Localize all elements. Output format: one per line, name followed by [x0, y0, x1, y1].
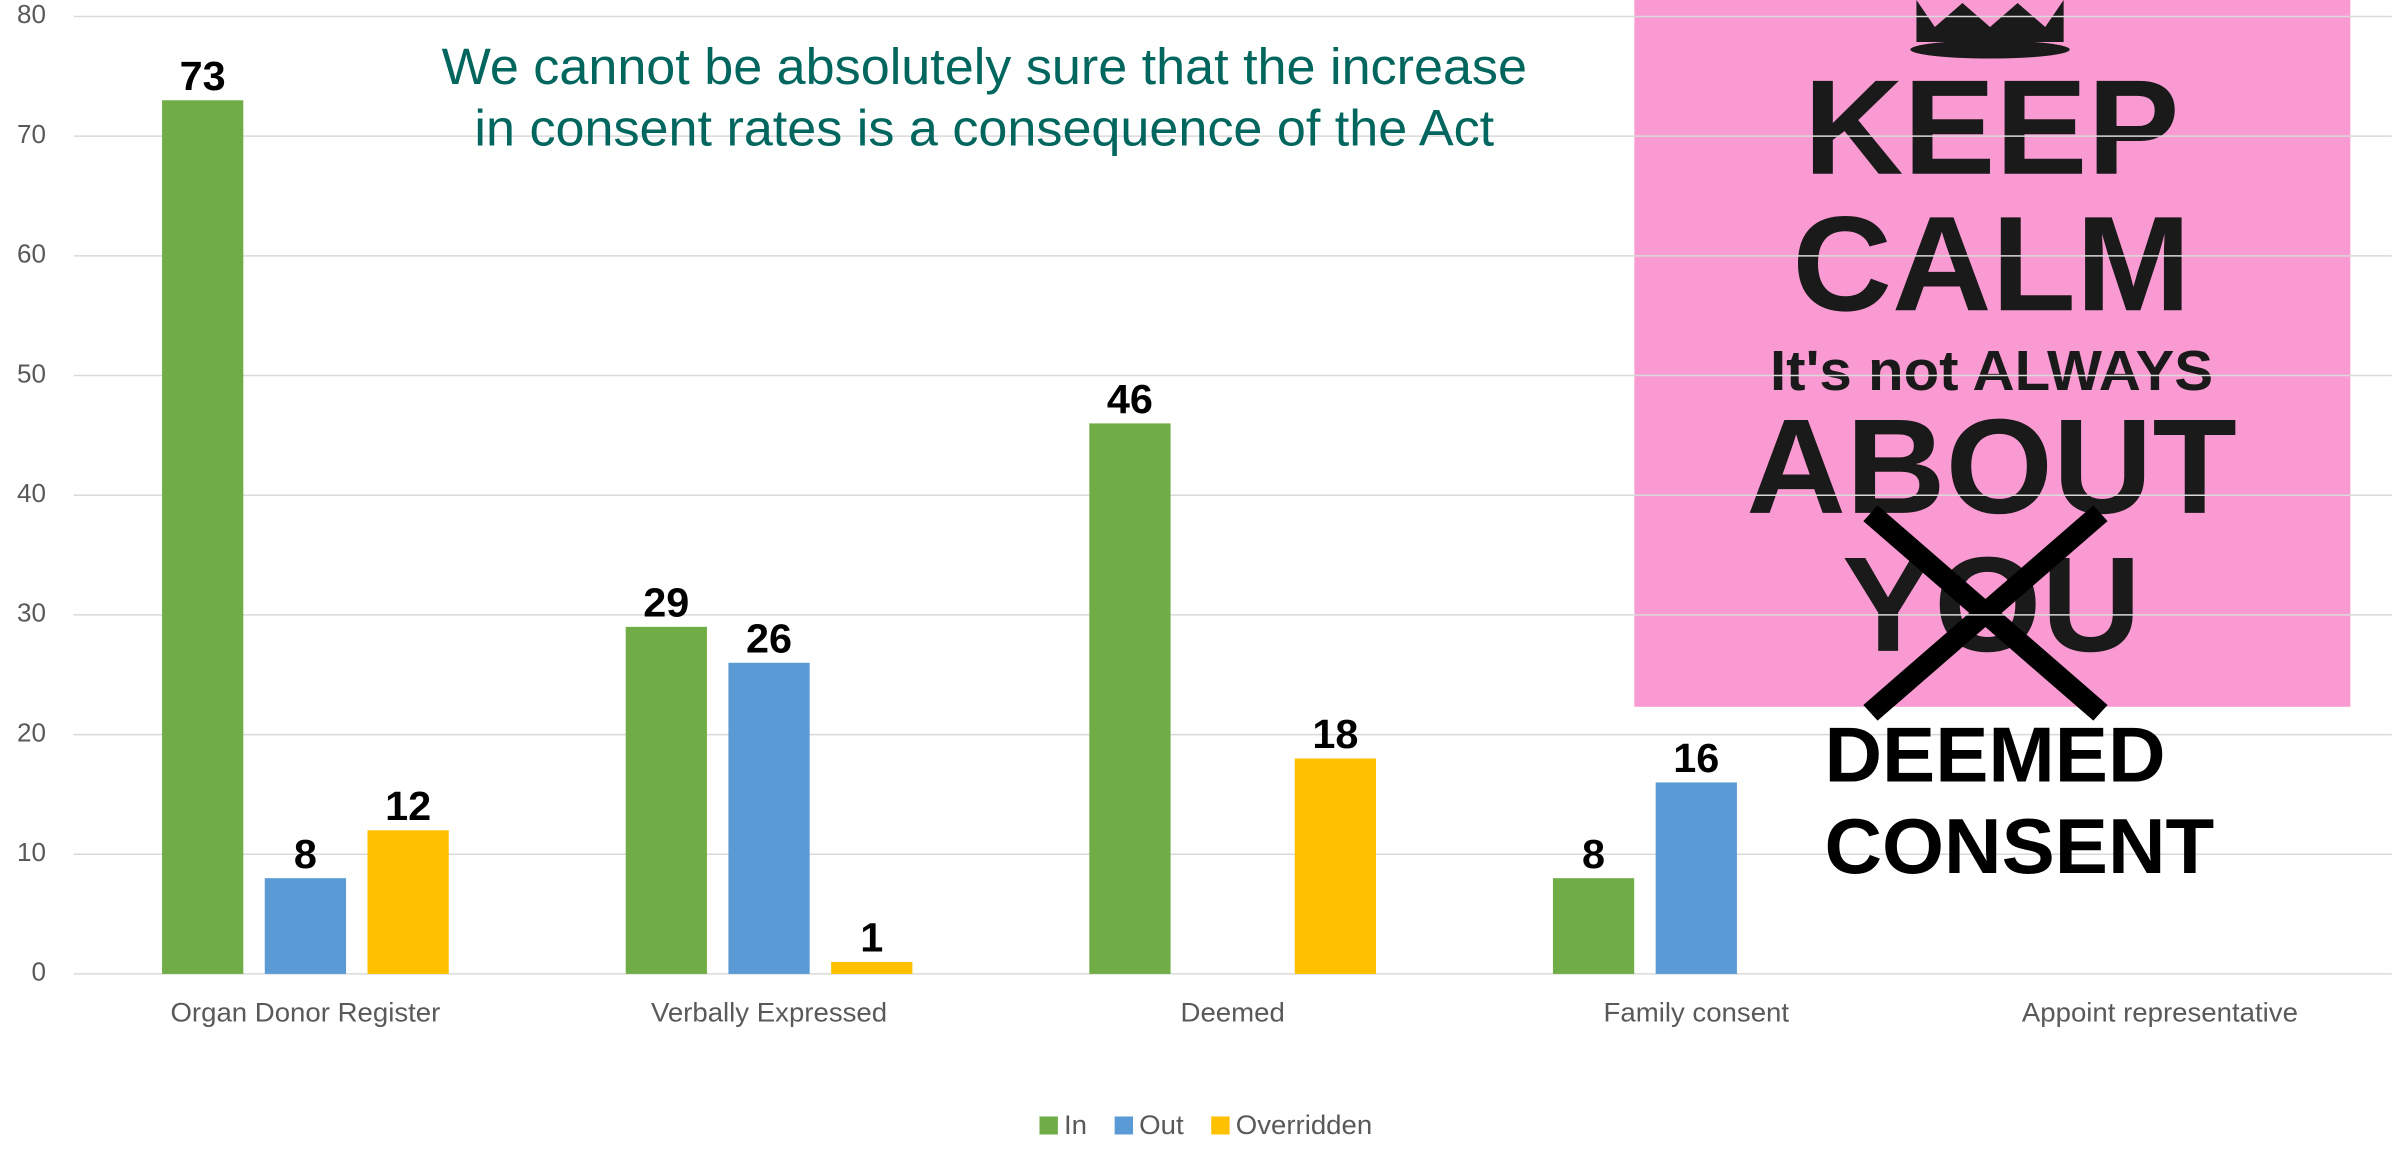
data-label: 29	[643, 580, 689, 626]
y-tick-label: 50	[17, 361, 46, 389]
cross	[1863, 505, 2108, 721]
legend-swatch	[1114, 1116, 1134, 1135]
bar	[1294, 758, 1377, 974]
annotation: in consent rates is a consequence of the…	[474, 99, 1494, 156]
poster-line: CALM	[1792, 188, 2191, 339]
y-tick-label: 80	[17, 1, 46, 29]
bar	[1089, 423, 1171, 974]
data-label: 12	[385, 783, 431, 829]
y-tick-label: 40	[17, 480, 46, 508]
legend-label: In	[1064, 1109, 1087, 1140]
crown	[1910, 0, 2070, 59]
poster-background	[1634, 0, 2351, 707]
y-tick-label: 70	[17, 121, 46, 149]
bar	[728, 662, 810, 974]
data-label: 46	[1107, 376, 1153, 422]
caption-line: CONSENT	[1824, 803, 2214, 890]
x-tick-label: Deemed	[1181, 997, 1285, 1028]
bar	[264, 878, 347, 974]
poster-line: ABOUT	[1746, 390, 2237, 541]
legend-label: Overridden	[1236, 1109, 1372, 1140]
caption-line: DEEMED	[1824, 711, 2165, 798]
bar	[1552, 878, 1635, 974]
x-tick-label: Family consent	[1604, 997, 1790, 1028]
poster-line: It's not ALWAYS	[1770, 340, 2213, 403]
data-label: 8	[294, 831, 317, 877]
bar	[162, 100, 244, 974]
y-tick-label: 10	[17, 839, 46, 867]
data-label: 26	[746, 616, 792, 662]
data-label: 16	[1673, 736, 1719, 782]
x-tick-label: Appoint representative	[2022, 997, 2298, 1028]
bar	[831, 961, 913, 974]
legend-swatch	[1039, 1116, 1058, 1135]
y-tick-label: 60	[17, 241, 46, 269]
data-label: 18	[1312, 712, 1358, 758]
y-tick-label: 30	[17, 600, 46, 628]
bar	[625, 626, 707, 974]
legend-swatch	[1211, 1116, 1230, 1135]
x-tick-label: Organ Donor Register	[170, 997, 440, 1028]
legend-label: Out	[1139, 1109, 1184, 1140]
x-tick-label: Verbally Expressed	[651, 997, 887, 1028]
y-tick-label: 20	[17, 720, 46, 748]
y-tick-label: 0	[31, 959, 45, 987]
poster-line: KEEP	[1804, 51, 2180, 202]
bar	[1655, 782, 1737, 974]
bar	[367, 830, 449, 974]
annotation: We cannot be absolutely sure that the in…	[442, 38, 1527, 95]
data-label: 8	[1582, 831, 1605, 877]
data-label: 73	[180, 53, 226, 99]
data-label: 1	[860, 915, 883, 961]
